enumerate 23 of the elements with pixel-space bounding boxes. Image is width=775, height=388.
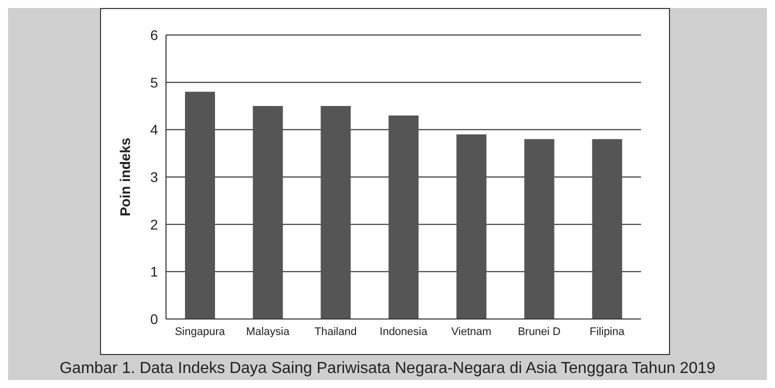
x-tick-label: Singapura [174, 326, 226, 338]
x-tick-label: Thailand [314, 326, 357, 338]
x-tick-label: Brunei D [518, 326, 561, 338]
y-tick-label: 5 [150, 74, 158, 90]
bar [320, 106, 351, 319]
x-tick-label: Indonesia [380, 326, 428, 338]
y-tick-label: 6 [150, 26, 158, 43]
y-tick-label: 2 [150, 216, 158, 232]
bar [592, 139, 622, 319]
bar [456, 134, 486, 319]
x-tick-label: Filipina [590, 326, 626, 338]
text: Gambar 1. Data Indeks Daya Saing Pariwisata Negara-Negara di Asia Tenggara Tahun 2019 [58, 360, 716, 378]
x-tick-label: Vietnam [451, 326, 492, 338]
y-tick-label: 4 [150, 122, 158, 138]
y-tick-label: 3 [150, 168, 158, 185]
y-tick-label: 1 [150, 264, 158, 280]
bar [524, 139, 554, 319]
bar [185, 92, 215, 319]
y-axis-title: Poin indeks [116, 138, 133, 216]
bar [388, 115, 419, 319]
x-tick-label: Malaysia [246, 326, 290, 338]
y-tick-label: 0 [150, 310, 158, 327]
bar [252, 106, 283, 319]
